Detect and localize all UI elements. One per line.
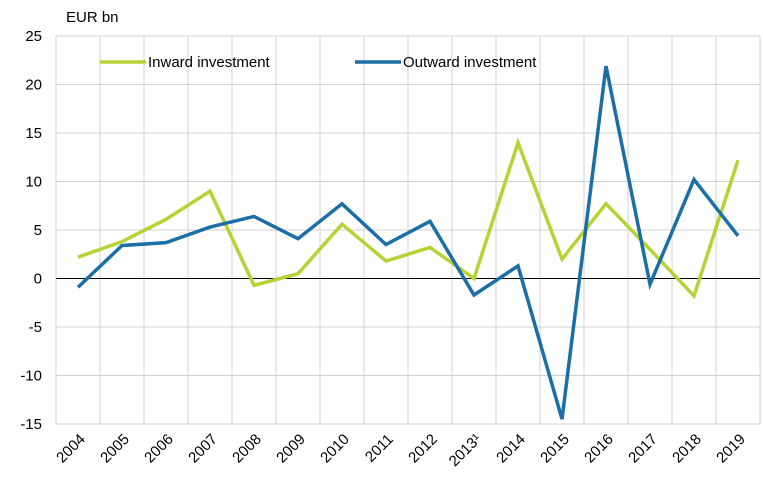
y-tick-label: -10 — [20, 368, 42, 385]
x-tick-label: 2019 — [713, 431, 749, 467]
x-tick-label: 2013¹ — [446, 431, 485, 470]
y-tick-label: 10 — [25, 174, 42, 191]
x-tick-label: 2009 — [273, 431, 309, 467]
legend-label: Inward investment — [148, 54, 271, 71]
x-tick-label: 2015 — [537, 431, 573, 467]
y-axis-label: EUR bn — [66, 9, 119, 26]
x-tick-label: 2004 — [53, 431, 89, 467]
y-tick-label: 20 — [25, 77, 42, 94]
y-tick-label: 0 — [34, 271, 42, 288]
legend-label: Outward investment — [403, 54, 537, 71]
y-tick-label: 25 — [25, 28, 42, 45]
x-tick-label: 2007 — [185, 431, 221, 467]
y-tick-label: -5 — [29, 319, 42, 336]
x-tick-label: 2011 — [362, 431, 397, 466]
x-tick-label: 2012 — [405, 431, 441, 467]
x-tick-label: 2006 — [141, 431, 177, 467]
series-line — [77, 137, 740, 300]
x-tick-label: 2016 — [581, 431, 617, 467]
x-tick-label: 2018 — [669, 431, 705, 467]
series-line — [76, 65, 740, 420]
x-tick-label: 2005 — [97, 431, 133, 467]
y-tick-label: 15 — [25, 125, 42, 142]
x-tick-label: 2014 — [493, 431, 529, 467]
y-tick-label: 5 — [34, 222, 42, 239]
y-tick-label: -15 — [20, 416, 42, 433]
x-tick-label: 2010 — [317, 431, 353, 467]
x-tick-label: 2017 — [625, 431, 661, 467]
x-tick-label: 2008 — [229, 431, 265, 467]
